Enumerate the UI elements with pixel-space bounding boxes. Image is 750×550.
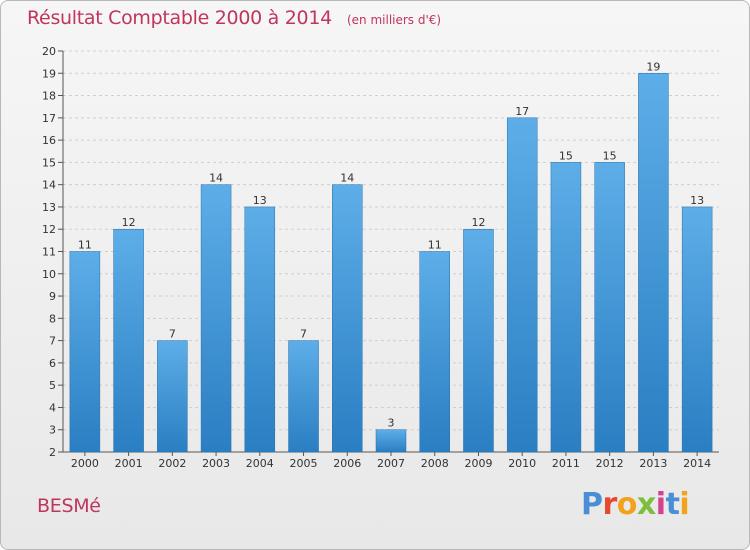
bar-2006: [332, 184, 363, 453]
bar-2014: [681, 206, 713, 453]
bar-value-label: 3: [388, 417, 395, 430]
y-tick-label: 5: [49, 379, 56, 392]
bar-2010: [506, 117, 538, 453]
x-tick-label: 2008: [421, 457, 449, 470]
y-tick-label: 8: [49, 312, 56, 325]
bar-value-label: 13: [253, 194, 267, 207]
y-tick-label: 17: [42, 112, 56, 125]
bar-value-label: 14: [209, 172, 223, 185]
x-tick-label: 2014: [683, 457, 711, 470]
x-tick-label: 2002: [158, 457, 186, 470]
x-tick-label: 2012: [596, 457, 624, 470]
y-tick-label: 16: [42, 134, 56, 147]
bar-value-label: 11: [78, 239, 92, 252]
x-tick-label: 2003: [202, 457, 230, 470]
bars: [69, 73, 713, 453]
x-tick-label: 2010: [508, 457, 536, 470]
data-labels: 11 12 7 14 13 7 14 3 11 12 17 15 15 19 13: [78, 60, 704, 429]
bar-2005: [288, 340, 319, 453]
y-tick-label: 19: [42, 67, 56, 80]
bar-2002: [157, 340, 188, 453]
bar-value-label: 11: [428, 239, 442, 252]
bar-2007: [375, 429, 407, 453]
bar-value-label: 14: [340, 172, 354, 185]
bar-2000: [69, 251, 101, 453]
bar-value-label: 17: [515, 105, 529, 118]
chart-title: Résultat Comptable 2000 à 2014: [27, 7, 332, 29]
y-tick-label: 10: [42, 268, 56, 281]
x-tick-label: 2009: [464, 457, 492, 470]
y-tick-label: 12: [42, 223, 56, 236]
bar-value-label: 19: [646, 60, 660, 73]
y-tick-label: 6: [49, 357, 56, 370]
y-tick-label: 9: [49, 290, 56, 303]
commune-name: BESMé: [37, 495, 101, 517]
x-tick-label: 2006: [333, 457, 361, 470]
axes: 2 3 4 5 6 7 8 9 10 11 12 13 14 15 16 17 18 19 20 2000 2001 20…: [42, 45, 719, 470]
y-tick-label: 20: [42, 45, 56, 58]
y-tick-label: 11: [42, 246, 56, 259]
bar-2013: [638, 73, 669, 453]
y-tick-label: 15: [42, 156, 56, 169]
x-tick-label: 2011: [552, 457, 580, 470]
bar-value-label: 12: [122, 216, 136, 229]
bar-value-label: 13: [690, 194, 704, 207]
x-tick-label: 2013: [639, 457, 667, 470]
proxiti-logo[interactable]: Proxiti: [581, 487, 690, 522]
bar-2008: [419, 251, 450, 453]
y-tick-label: 7: [49, 335, 56, 348]
x-tick-label: 2004: [246, 457, 274, 470]
bar-value-label: 7: [169, 328, 176, 341]
bar-value-label: 7: [300, 328, 307, 341]
y-tick-label: 4: [49, 401, 56, 414]
bar-value-label: 12: [471, 216, 485, 229]
bar-2004: [244, 206, 276, 453]
bar-2011: [550, 162, 582, 453]
bar-2012: [594, 162, 625, 453]
chart-subtitle: (en milliers d'€): [346, 13, 442, 27]
bar-2009: [463, 228, 494, 453]
title-row: Résultat Comptable 2000 à 2014 (en milli…: [27, 7, 441, 29]
bar-value-label: 15: [603, 149, 617, 162]
y-tick-label: 13: [42, 201, 56, 214]
bar-2001: [113, 228, 144, 453]
x-tick-label: 2001: [115, 457, 143, 470]
bar-2003: [200, 184, 232, 453]
y-tick-label: 14: [42, 179, 56, 192]
x-tick-label: 2000: [71, 457, 99, 470]
y-tick-label: 2: [49, 446, 56, 459]
y-tick-label: 18: [42, 90, 56, 103]
x-tick-label: 2005: [290, 457, 318, 470]
y-tick-label: 3: [49, 424, 56, 437]
x-tick-label: 2007: [377, 457, 405, 470]
bar-value-label: 15: [559, 149, 573, 162]
